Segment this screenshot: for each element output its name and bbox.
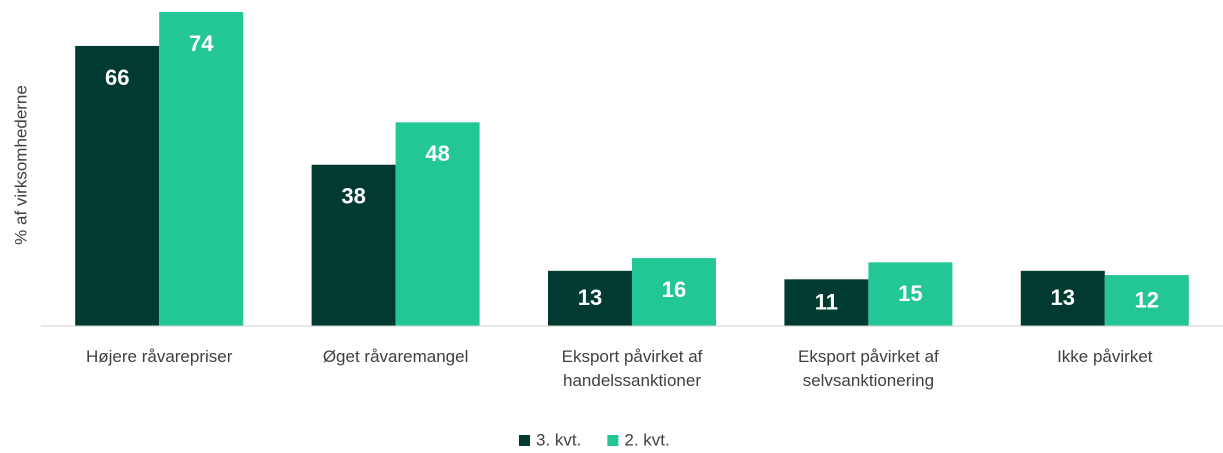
bar [548, 270, 632, 326]
bar [1104, 275, 1189, 326]
legend-label: 2. kvt. [624, 430, 669, 449]
legend-swatch [607, 435, 619, 446]
y-axis-label: % af virksomhederne [11, 85, 30, 245]
legend-swatch [519, 435, 530, 446]
bar [632, 258, 716, 326]
data-label: 48 [425, 141, 449, 166]
x-tick-label: Øget råvaremangel [322, 347, 469, 366]
legend-label: 3. kvt. [536, 430, 581, 449]
data-label: 74 [189, 31, 214, 56]
x-tick-label: Eksport påvirket af handelssanktioner [561, 347, 703, 390]
bar [311, 164, 396, 326]
x-tick-label: Ikke påvirket [1057, 347, 1153, 366]
bar [784, 279, 869, 326]
data-label: 16 [662, 277, 686, 302]
data-label: 38 [341, 184, 365, 209]
x-tick-label: Eksport påvirket af selvsanktionering [798, 347, 939, 390]
data-label: 11 [815, 289, 838, 314]
data-label: 66 [105, 65, 129, 90]
bar [75, 45, 160, 326]
data-label: 15 [898, 281, 922, 306]
data-label: 13 [1051, 285, 1075, 310]
bar [159, 12, 244, 326]
bar [868, 262, 953, 326]
data-label: 12 [1135, 287, 1159, 312]
x-tick-label: Højere råvarepriser [85, 347, 233, 366]
bar [395, 122, 480, 326]
bar [1020, 270, 1105, 326]
data-label: 13 [578, 285, 602, 310]
